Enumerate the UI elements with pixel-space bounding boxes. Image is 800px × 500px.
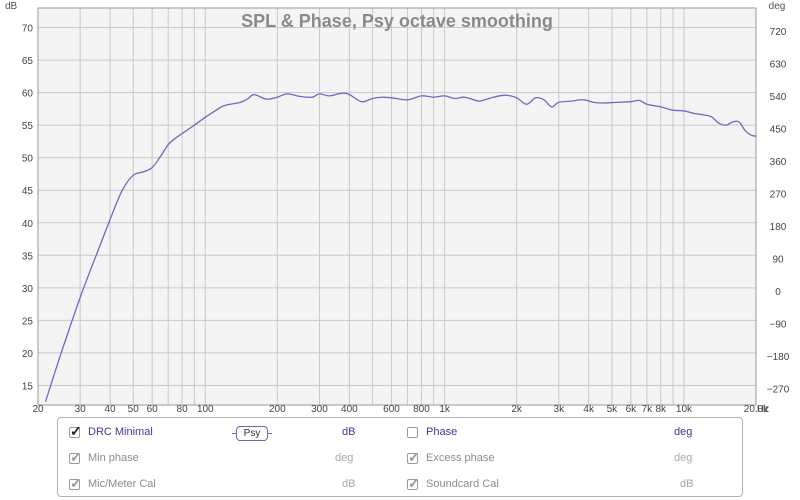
x-tick-label: 40 (104, 404, 116, 415)
y-left-tick-label: 15 (22, 381, 34, 392)
x-tick-label: 1k (439, 404, 451, 415)
drc-minimal-label: DRC Minimal (88, 426, 153, 438)
phase-toggle[interactable]: Phase (407, 426, 457, 438)
mic-meter-cal-checkbox[interactable] (69, 475, 82, 492)
x-tick-label: 30 (75, 404, 87, 415)
x-tick-label: 10k (676, 404, 693, 415)
plot-area (38, 8, 756, 405)
excess-phase-checkbox[interactable] (407, 449, 420, 466)
y-left-tick-label: 30 (22, 284, 34, 295)
x-tick-label: 4k (583, 404, 595, 415)
drc-minimal-toggle[interactable]: DRC Minimal (69, 423, 153, 440)
min-phase-unit: deg (335, 452, 354, 464)
phase-checkbox[interactable] (407, 426, 418, 438)
x-tick-label: 80 (177, 404, 189, 415)
y-left-tick-label: 20 (22, 349, 34, 360)
y-left-tick-label: 55 (22, 121, 34, 132)
x-tick-label: 7k (642, 404, 654, 415)
x-tick-label: 300 (311, 404, 328, 415)
y-right-tick-label: 0 (775, 287, 781, 298)
excess-phase-label: Excess phase (426, 452, 495, 464)
spl-chart: SPL & Phase, Psy octave smoothing dB deg Hz… (5, 1, 790, 415)
x-tick-label: 3k (554, 404, 566, 415)
drc-minimal-unit: dB (342, 426, 356, 438)
y-right-tick-label: −270 (767, 385, 790, 396)
x-tick-label: 2k (511, 404, 523, 415)
y-left-tick-label: 40 (22, 219, 34, 230)
series-line-drc-minimal (44, 92, 757, 402)
y-right-tick-label: 180 (770, 222, 787, 233)
psy-line-left (232, 433, 236, 434)
phase-unit: deg (674, 426, 693, 438)
y-right-unit: deg (769, 1, 786, 12)
phase-label: Phase (426, 426, 458, 438)
y-right-tick-label: 450 (770, 124, 787, 135)
x-tick-label: 400 (341, 404, 358, 415)
y-right-tick-label: 270 (770, 189, 787, 200)
x-tick-label: 800 (413, 404, 430, 415)
y-right-tick-label: 90 (772, 255, 784, 266)
mic-meter-cal-label: Mic/Meter Cal (88, 478, 156, 490)
soundcard-cal-checkbox[interactable] (407, 475, 420, 492)
x-tick-label: 6k (626, 404, 638, 415)
y-right-tick-label: 540 (770, 92, 787, 103)
excess-phase-unit: deg (674, 452, 693, 464)
x-tick-label: 100 (197, 404, 214, 415)
y-left-tick-label: 60 (22, 89, 34, 100)
y-right-tick-label: 360 (770, 157, 787, 168)
x-tick-label: 200 (269, 404, 286, 415)
mic-meter-cal-unit: dB (342, 478, 356, 490)
excess-phase-toggle[interactable]: Excess phase (407, 449, 495, 466)
x-tick-label: 50 (128, 404, 140, 415)
psy-button[interactable]: Psy (236, 426, 268, 441)
y-left-unit: dB (5, 1, 18, 12)
soundcard-cal-label: Soundcard Cal (426, 478, 499, 490)
y-left-tick-label: 45 (22, 186, 34, 197)
y-left-tick-label: 25 (22, 316, 34, 327)
x-tick-label: 60 (147, 404, 159, 415)
y-right-tick-label: −180 (767, 352, 790, 363)
y-right-tick-label: −90 (770, 320, 787, 331)
y-left-tick-label: 70 (22, 24, 34, 35)
x-unit: Hz (757, 404, 769, 415)
y-left-tick-label: 65 (22, 56, 34, 67)
x-tick-label: 20 (32, 404, 44, 415)
y-right-tick-label: 630 (770, 59, 787, 70)
drc-minimal-checkbox[interactable] (69, 423, 82, 440)
x-tick-label: 5k (607, 404, 619, 415)
mic-meter-cal-toggle[interactable]: Mic/Meter Cal (69, 475, 156, 492)
soundcard-cal-unit: dB (680, 478, 694, 490)
x-tick-label: 600 (383, 404, 400, 415)
plot-frame (37, 7, 757, 406)
min-phase-checkbox[interactable] (69, 449, 82, 466)
x-tick-label: 20.0k (744, 404, 769, 415)
psy-line-right (268, 433, 272, 434)
y-left-tick-label: 35 (22, 251, 34, 262)
legend-panel: DRC Minimal Psy dB Phase deg Min phase d… (57, 417, 743, 497)
x-tick-label: 8k (655, 404, 667, 415)
chart-title: SPL & Phase, Psy octave smoothing (241, 11, 553, 31)
y-left-tick-label: 50 (22, 154, 34, 165)
min-phase-label: Min phase (88, 452, 139, 464)
y-right-tick-label: 720 (770, 27, 787, 38)
soundcard-cal-toggle[interactable]: Soundcard Cal (407, 475, 499, 492)
min-phase-toggle[interactable]: Min phase (69, 449, 139, 466)
